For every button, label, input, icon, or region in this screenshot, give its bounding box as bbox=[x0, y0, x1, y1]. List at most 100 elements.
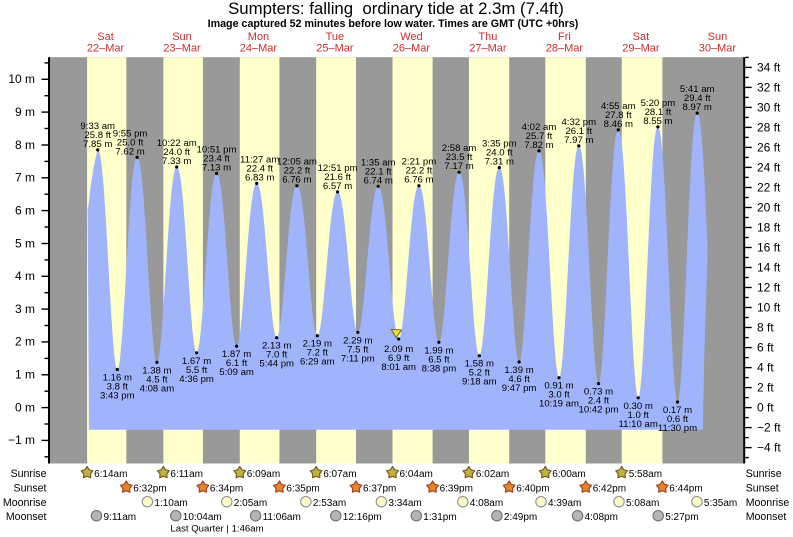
svg-text:6:40pm: 6:40pm bbox=[516, 484, 549, 495]
svg-text:6 m: 6 m bbox=[15, 203, 35, 217]
svg-text:26.1 ft: 26.1 ft bbox=[565, 126, 592, 137]
svg-text:6:32pm: 6:32pm bbox=[133, 484, 166, 495]
svg-text:29.4 ft: 29.4 ft bbox=[684, 93, 711, 104]
svg-text:24.0 ft: 24.0 ft bbox=[486, 148, 513, 159]
svg-text:23.5 ft: 23.5 ft bbox=[446, 152, 473, 163]
svg-text:4:02 am: 4:02 am bbox=[522, 122, 557, 133]
svg-text:4:08pm: 4:08pm bbox=[585, 512, 618, 523]
svg-text:Tue: Tue bbox=[326, 31, 345, 43]
svg-text:22.1 ft: 22.1 ft bbox=[365, 166, 392, 177]
svg-text:2 m: 2 m bbox=[15, 335, 35, 349]
svg-text:23.4 ft: 23.4 ft bbox=[203, 154, 230, 165]
svg-text:7 m: 7 m bbox=[15, 171, 35, 185]
svg-text:Thu: Thu bbox=[478, 31, 497, 43]
svg-text:2:58 am: 2:58 am bbox=[442, 143, 477, 154]
svg-text:10:22 am: 10:22 am bbox=[157, 138, 197, 149]
svg-text:4:32 pm: 4:32 pm bbox=[561, 117, 596, 128]
svg-text:7.31 m: 7.31 m bbox=[485, 157, 514, 168]
svg-text:8.97 m: 8.97 m bbox=[683, 102, 712, 113]
svg-text:6:42pm: 6:42pm bbox=[593, 484, 626, 495]
svg-text:34 ft: 34 ft bbox=[757, 60, 781, 74]
svg-text:6:09am: 6:09am bbox=[247, 469, 280, 480]
svg-text:9:47 pm: 9:47 pm bbox=[502, 383, 537, 394]
svg-text:5 m: 5 m bbox=[15, 236, 35, 250]
svg-text:11:27 am: 11:27 am bbox=[240, 154, 279, 165]
svg-text:0 ft: 0 ft bbox=[757, 401, 774, 415]
svg-text:3:35 pm: 3:35 pm bbox=[482, 139, 517, 150]
svg-text:30 ft: 30 ft bbox=[757, 100, 781, 114]
svg-text:1:31pm: 1:31pm bbox=[423, 512, 456, 523]
svg-text:6:44pm: 6:44pm bbox=[669, 484, 702, 495]
svg-text:5:44 pm: 5:44 pm bbox=[259, 359, 294, 370]
svg-text:8:38 pm: 8:38 pm bbox=[422, 363, 457, 374]
svg-text:4:55 am: 4:55 am bbox=[601, 101, 636, 112]
svg-text:5.2 ft: 5.2 ft bbox=[469, 368, 491, 379]
svg-text:Last Quarter | 1:46am: Last Quarter | 1:46am bbox=[170, 524, 263, 535]
svg-text:1.39 m: 1.39 m bbox=[504, 365, 533, 376]
svg-text:28 ft: 28 ft bbox=[757, 120, 781, 134]
svg-text:2:49pm: 2:49pm bbox=[504, 512, 537, 523]
svg-text:6.5 ft: 6.5 ft bbox=[428, 354, 450, 365]
svg-text:10 ft: 10 ft bbox=[757, 301, 781, 315]
svg-text:Sunrise: Sunrise bbox=[11, 468, 47, 480]
svg-text:2.09 m: 2.09 m bbox=[384, 344, 413, 355]
svg-text:1 m: 1 m bbox=[15, 368, 35, 382]
svg-text:6:34pm: 6:34pm bbox=[210, 484, 243, 495]
svg-text:6.76 m: 6.76 m bbox=[404, 175, 433, 186]
svg-text:25.8 ft: 25.8 ft bbox=[84, 130, 111, 141]
svg-text:18 ft: 18 ft bbox=[757, 221, 781, 235]
svg-text:1.87 m: 1.87 m bbox=[222, 349, 251, 360]
svg-text:6:37pm: 6:37pm bbox=[363, 484, 396, 495]
svg-text:22–Mar: 22–Mar bbox=[87, 43, 125, 55]
svg-text:24 ft: 24 ft bbox=[757, 160, 781, 174]
svg-text:5:58am: 5:58am bbox=[629, 469, 662, 480]
svg-text:4.5 ft: 4.5 ft bbox=[146, 374, 168, 385]
svg-text:7.5 ft: 7.5 ft bbox=[347, 344, 369, 355]
svg-text:6:07am: 6:07am bbox=[323, 469, 356, 480]
svg-text:32 ft: 32 ft bbox=[757, 80, 781, 94]
svg-text:Moonset: Moonset bbox=[746, 511, 787, 523]
svg-text:Sun: Sun bbox=[708, 31, 728, 43]
svg-text:7.62 m: 7.62 m bbox=[115, 146, 144, 157]
svg-text:6:04am: 6:04am bbox=[400, 469, 433, 480]
svg-text:5:08am: 5:08am bbox=[626, 498, 659, 509]
svg-text:5:20 pm: 5:20 pm bbox=[641, 98, 676, 109]
svg-text:6:39pm: 6:39pm bbox=[440, 484, 473, 495]
svg-text:0.91 m: 0.91 m bbox=[544, 381, 573, 392]
svg-text:0 m: 0 m bbox=[15, 400, 35, 414]
svg-text:1:10am: 1:10am bbox=[154, 498, 187, 509]
svg-text:6.9 ft: 6.9 ft bbox=[388, 353, 410, 364]
svg-text:3.0 ft: 3.0 ft bbox=[548, 390, 570, 401]
svg-text:4:08am: 4:08am bbox=[470, 498, 503, 509]
svg-text:6:14am: 6:14am bbox=[94, 469, 127, 480]
svg-text:6:11am: 6:11am bbox=[170, 469, 203, 480]
svg-text:1:35 am: 1:35 am bbox=[361, 157, 396, 168]
svg-text:8:01 am: 8:01 am bbox=[381, 362, 416, 373]
svg-text:21.6 ft: 21.6 ft bbox=[324, 172, 351, 183]
svg-text:25–Mar: 25–Mar bbox=[316, 43, 354, 55]
svg-text:0.73 m: 0.73 m bbox=[584, 387, 613, 398]
svg-text:10:19 am: 10:19 am bbox=[539, 399, 579, 410]
svg-text:28–Mar: 28–Mar bbox=[546, 43, 584, 55]
svg-text:3:43 pm: 3:43 pm bbox=[100, 391, 135, 402]
svg-text:Moonset: Moonset bbox=[6, 511, 47, 523]
svg-text:6:02am: 6:02am bbox=[476, 469, 509, 480]
svg-text:9:33 am: 9:33 am bbox=[80, 121, 115, 132]
svg-text:5.5 ft: 5.5 ft bbox=[186, 365, 208, 376]
svg-text:8.46 m: 8.46 m bbox=[604, 119, 633, 130]
svg-text:7.82 m: 7.82 m bbox=[524, 140, 553, 151]
svg-text:Sumpters: falling ordinary ti: Sumpters: falling ordinary tide at 2.3m … bbox=[228, 0, 564, 18]
svg-text:1.58 m: 1.58 m bbox=[465, 359, 494, 370]
svg-text:6.57 m: 6.57 m bbox=[323, 181, 352, 192]
svg-text:Moonrise: Moonrise bbox=[746, 497, 790, 509]
svg-text:22.4 ft: 22.4 ft bbox=[246, 163, 273, 174]
svg-text:6.74 m: 6.74 m bbox=[364, 175, 393, 186]
svg-text:2.29 m: 2.29 m bbox=[343, 335, 372, 346]
svg-text:28.1 ft: 28.1 ft bbox=[645, 107, 672, 118]
svg-text:7.2 ft: 7.2 ft bbox=[307, 348, 329, 359]
svg-text:Sunset: Sunset bbox=[746, 483, 779, 495]
svg-text:0.30 m: 0.30 m bbox=[624, 401, 653, 412]
svg-text:2.19 m: 2.19 m bbox=[303, 339, 332, 350]
svg-text:30–Mar: 30–Mar bbox=[699, 43, 737, 55]
svg-text:Sunset: Sunset bbox=[14, 483, 47, 495]
